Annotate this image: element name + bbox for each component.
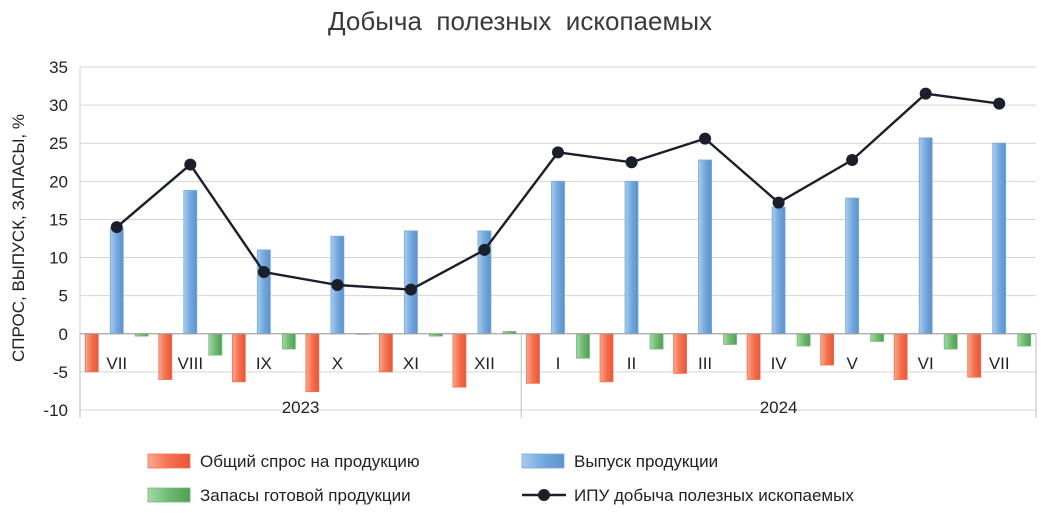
bar-output xyxy=(771,206,786,335)
legend-swatch xyxy=(521,453,565,469)
y-tick-label: 15 xyxy=(49,210,68,229)
legend-label: Общий спрос на продукцию xyxy=(200,452,420,471)
bar-stock xyxy=(870,333,885,342)
line-point xyxy=(478,243,491,256)
legend-item-stock: Запасы готовой продукции xyxy=(147,486,411,505)
bar-stock xyxy=(649,333,664,350)
y-tick-label: 0 xyxy=(59,325,68,344)
bar-demand xyxy=(526,333,540,384)
bar-demand xyxy=(452,333,467,388)
bar-stock xyxy=(1017,333,1032,347)
x-tick-label: III xyxy=(698,354,712,373)
bar-demand xyxy=(893,333,908,380)
x-tick-label: I xyxy=(556,354,561,373)
line-point xyxy=(404,283,417,296)
y-tick-label: 35 xyxy=(49,58,68,77)
chart-title: Добыча полезных ископаемых xyxy=(328,6,712,36)
bar-demand xyxy=(231,333,246,383)
line-point xyxy=(993,97,1006,110)
legend-swatch-marker xyxy=(538,489,550,501)
legend-swatch xyxy=(147,453,191,469)
bar-demand xyxy=(746,333,761,380)
line-point xyxy=(184,158,197,171)
y-tick-label: 30 xyxy=(49,96,68,115)
line-point xyxy=(625,156,638,169)
bar-output xyxy=(256,249,271,335)
y-tick-label: -5 xyxy=(53,363,68,382)
line-layer xyxy=(110,87,1006,296)
x-tick-label: XI xyxy=(403,354,419,373)
bar-demand xyxy=(599,333,614,383)
bar-output xyxy=(845,197,860,335)
bar-demand xyxy=(379,333,393,373)
bar-demand xyxy=(84,333,99,373)
x-tick-label: VI xyxy=(918,354,934,373)
bar-output xyxy=(624,180,639,335)
bar-stock xyxy=(208,333,223,356)
x-tick-label: IX xyxy=(256,354,272,373)
y-tick-label: 10 xyxy=(49,249,68,268)
y-tick-label: 5 xyxy=(59,287,68,306)
bar-output xyxy=(698,159,712,335)
bar-stock xyxy=(943,333,958,350)
line-point xyxy=(331,278,344,291)
legend: Общий спрос на продукцию Выпуск продукции… xyxy=(147,452,854,505)
legend-item-ipu: ИПУ добыча полезных ископаемых xyxy=(522,486,854,505)
line-point xyxy=(919,87,932,100)
line-point xyxy=(699,132,712,145)
y-tick-label: 20 xyxy=(49,172,68,191)
legend-label: Выпуск продукции xyxy=(574,452,718,471)
line-point xyxy=(110,221,123,234)
bar-output xyxy=(918,137,933,335)
x-tick-label: II xyxy=(627,354,636,373)
bar-output xyxy=(183,190,198,335)
bar-output xyxy=(992,142,1007,335)
bar-demand xyxy=(967,333,982,378)
x-tick-label: XII xyxy=(474,354,495,373)
line-point xyxy=(257,266,270,279)
line-point xyxy=(772,196,785,209)
bar-stock xyxy=(576,333,590,359)
x-tick-label: VII xyxy=(106,354,127,373)
bar-output xyxy=(109,228,124,335)
line-point xyxy=(552,146,564,159)
bar-output xyxy=(551,180,565,335)
bar-demand xyxy=(820,333,835,366)
year-group-label: 2024 xyxy=(760,398,798,417)
bar-demand xyxy=(158,333,173,380)
x-tick-label: X xyxy=(332,354,343,373)
legend-label: Запасы готовой продукции xyxy=(200,486,411,505)
bar-stock xyxy=(281,333,296,350)
bar-output xyxy=(404,230,418,335)
x-tick-label: IV xyxy=(771,354,788,373)
bars-layer xyxy=(84,137,1032,393)
bar-stock xyxy=(796,333,811,347)
bar-demand xyxy=(305,333,320,393)
x-tick-label: V xyxy=(846,354,858,373)
legend-label: ИПУ добыча полезных ископаемых xyxy=(574,486,854,505)
legend-item-output: Выпуск продукции xyxy=(521,452,718,471)
bar-demand xyxy=(673,333,687,374)
legend-item-demand: Общий спрос на продукцию xyxy=(147,452,420,471)
x-tick-label: VIII xyxy=(178,354,204,373)
y-axis-label: СПРОС, ВЫПУСК, ЗАПАСЫ, % xyxy=(9,114,28,362)
bar-stock xyxy=(723,333,737,345)
line-point xyxy=(846,153,859,166)
year-group-label: 2023 xyxy=(282,398,320,417)
y-tick-label: -10 xyxy=(43,401,68,420)
y-tick-label: 25 xyxy=(49,134,68,153)
legend-swatch xyxy=(147,487,191,503)
x-tick-label: VII xyxy=(989,354,1010,373)
